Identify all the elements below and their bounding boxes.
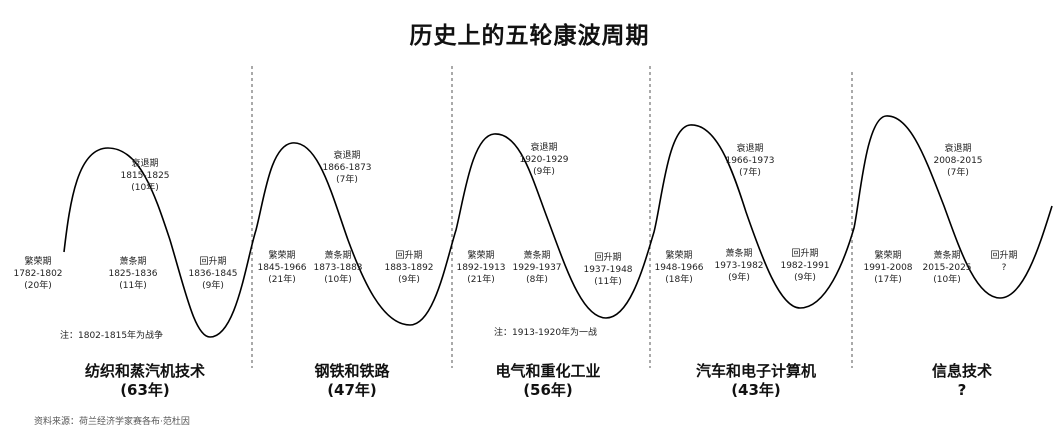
phase-label-depression: 萧条期 1825-1836 (11年): [108, 257, 158, 291]
phase-label-depression: 萧条期 2015-2025 (10年): [922, 251, 972, 285]
phase-label-prosperity: 繁荣期 1892-1913 (21年): [456, 251, 506, 285]
war-note: 注：1913-1920年为一战: [494, 328, 598, 338]
phase-label-recession: 衰退期 1866-1873 (7年): [322, 151, 372, 185]
phase-label-recession: 衰退期 1966-1973 (7年): [725, 144, 775, 178]
phase-label-recovery: 回升期 1982-1991 (9年): [780, 249, 830, 283]
phase-label-recovery: 回升期 1836-1845 (9年): [188, 257, 238, 291]
page-title: 历史上的五轮康波周期: [409, 23, 650, 49]
phase-label-prosperity: 繁荣期 1948-1966 (18年): [654, 251, 704, 285]
phase-label-depression: 萧条期 1929-1937 (8年): [512, 251, 562, 285]
wave-curve: [63, 115, 1053, 338]
phase-label-prosperity: 繁荣期 1991-2008 (17年): [863, 251, 913, 285]
phase-label-prosperity: 繁荣期 1782-1802 (20年): [13, 257, 63, 291]
phase-label-recession: 衰退期 1920-1929 (9年): [519, 143, 569, 177]
phase-label-recovery: 回升期 ?: [990, 251, 1018, 273]
phase-label-prosperity: 繁荣期 1845-1966 (21年): [257, 251, 307, 285]
cycle-technology: 纺织和蒸汽机技术 (63年): [84, 362, 206, 399]
cycle-technology: 钢铁和铁路 (47年): [314, 362, 390, 399]
cycle-technology: 电气和重化工业 (56年): [495, 362, 601, 399]
war-note: 注：1802-1815年为战争: [60, 331, 164, 341]
phase-label-depression: 萧条期 1973-1982 (9年): [714, 249, 764, 283]
phase-label-recovery: 回升期 1937-1948 (11年): [583, 253, 633, 287]
phase-label-recession: 衰退期 1815-1825 (10年): [120, 159, 170, 193]
source-note: 资料来源：荷兰经济学家赛各布·范杜因: [34, 417, 190, 427]
cycle-technology: 信息技术 ?: [931, 362, 993, 399]
phase-label-recession: 衰退期 2008-2015 (7年): [933, 144, 983, 178]
phase-label-depression: 萧条期 1873-1883 (10年): [313, 251, 363, 285]
phase-label-recovery: 回升期 1883-1892 (9年): [384, 251, 434, 285]
cycle-technology: 汽车和电子计算机 (43年): [695, 362, 817, 399]
